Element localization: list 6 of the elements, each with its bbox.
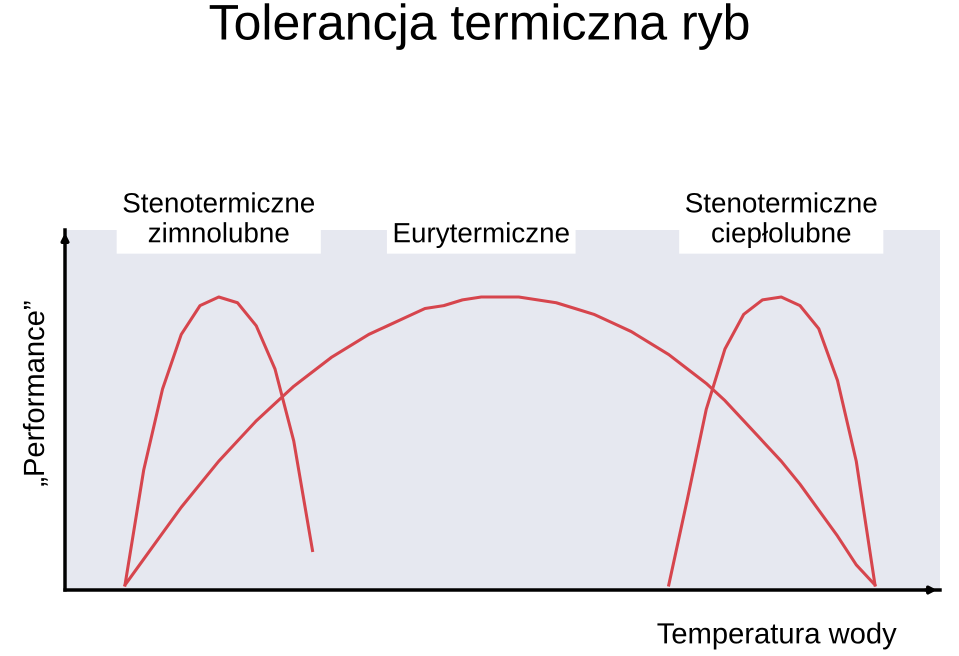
text: Stenotermiczne ciepłolubne — [686, 192, 877, 248]
x-axis-title: Temperatura wody — [657, 622, 897, 650]
text: Eurytermiczne — [394, 222, 569, 248]
y-axis-title: „Performance” — [22, 301, 48, 486]
text: Stenotermiczne zimnolubne — [124, 192, 314, 243]
chart-title: Tolerancja termiczna ryb — [210, 3, 748, 50]
